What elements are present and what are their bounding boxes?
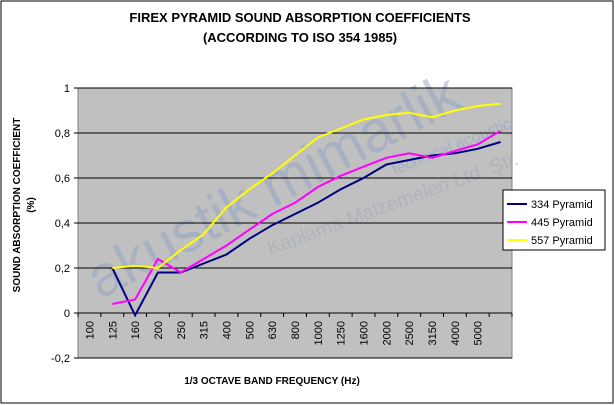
x-tick-label: 630 xyxy=(267,321,279,339)
y-tick-label: 0,6 xyxy=(55,173,70,185)
x-tick-label: 1600 xyxy=(359,321,371,345)
x-tick-label: 315 xyxy=(199,321,211,339)
x-tick-label: 500 xyxy=(244,321,256,339)
x-tick-label: 250 xyxy=(176,321,188,339)
y-tick-label: 0,4 xyxy=(55,218,70,230)
x-tick-label: 1250 xyxy=(336,321,348,345)
series-line xyxy=(111,141,501,318)
legend-label: 557 Pyramid xyxy=(531,235,593,247)
x-tick-label: 5000 xyxy=(473,321,485,345)
y-tick-label: 1 xyxy=(64,83,70,95)
y-tick-label: 0,2 xyxy=(55,263,70,275)
x-axis-label: 1/3 OCTAVE BAND FREQUENCY (Hz) xyxy=(184,376,360,387)
x-tick-label: 3150 xyxy=(427,321,439,345)
x-tick-label: 2000 xyxy=(381,321,393,345)
x-tick-label: 2500 xyxy=(404,321,416,345)
x-tick-label: 100 xyxy=(84,321,96,339)
legend: 334 Pyramid 445 Pyramid 557 Pyramid xyxy=(502,189,606,251)
series-line xyxy=(112,102,501,270)
x-tick-label: 800 xyxy=(290,321,302,339)
x-tick-label: 200 xyxy=(153,321,165,339)
chart-subtitle: (ACCORDING TO ISO 354 1985) xyxy=(203,30,397,45)
chart-title: FIREX PYRAMID SOUND ABSORPTION COEFFICIE… xyxy=(129,10,470,25)
legend-label: 334 Pyramid xyxy=(531,199,593,211)
series-line xyxy=(112,129,502,305)
x-tick-label: 1000 xyxy=(313,321,325,345)
y-tick-label: -0,2 xyxy=(51,353,70,365)
x-tick-label: 125 xyxy=(107,321,119,339)
legend-label: 445 Pyramid xyxy=(531,217,593,229)
x-tick-label: 4000 xyxy=(450,321,462,345)
x-tick-label: 400 xyxy=(221,321,233,339)
y-tick-label: 0,8 xyxy=(55,128,70,140)
y-axis-label: SOUND ABSORPTION COEFFICIENT xyxy=(12,118,23,293)
y-tick-label: 0 xyxy=(64,308,70,320)
x-tick-label: 160 xyxy=(130,321,142,339)
y-axis-unit: (%) xyxy=(26,197,37,213)
